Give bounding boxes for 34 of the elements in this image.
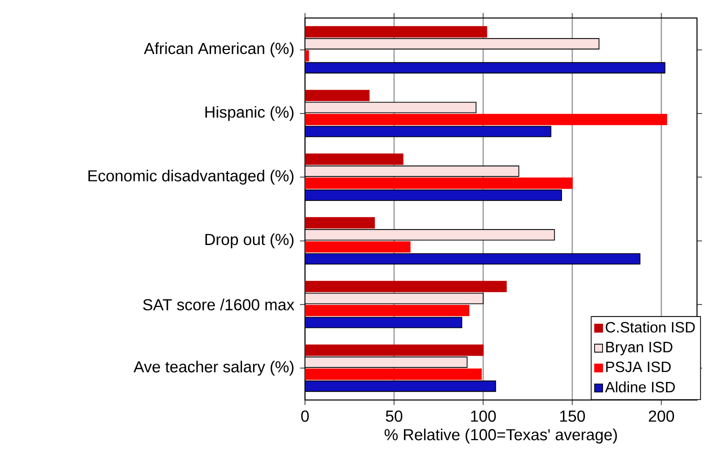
bar (304, 62, 666, 74)
bar (304, 253, 640, 264)
bar (304, 126, 552, 138)
bar (304, 280, 507, 292)
x-axis-title: % Relative (100=Texas' average) (384, 428, 617, 444)
bar (304, 316, 462, 328)
bar (304, 190, 562, 201)
legend-label: Aldine ISD (605, 381, 675, 392)
y-tick-label: Drop out (%) (205, 233, 294, 248)
x-tick-label: 200 (648, 410, 674, 422)
bar (304, 356, 468, 368)
x-tick-label: 150 (560, 410, 585, 422)
y-tick-label: Economic disadvantaged (%) (88, 170, 294, 185)
bar (304, 166, 520, 177)
x-tick-label: 50 (386, 410, 402, 422)
y-tick-label: African American (%) (144, 42, 294, 58)
bar (304, 344, 484, 356)
legend-label: PSJA ISD (606, 362, 671, 372)
bar (304, 90, 370, 102)
x-tick-label: 0 (301, 410, 309, 422)
x-tick-label: 100 (471, 410, 496, 422)
y-tick-label: SAT score /1600 max (143, 298, 294, 310)
bar (304, 380, 496, 392)
bar (304, 26, 488, 38)
bar (304, 38, 600, 50)
legend-label: C.Station ISD (606, 322, 695, 333)
bar (304, 154, 404, 165)
bar (304, 292, 484, 304)
bar (304, 102, 476, 114)
y-tick-label: Ave teacher salary (%) (134, 360, 294, 376)
bar (304, 217, 375, 228)
y-tick-label: Hispanic (%) (205, 106, 294, 121)
legend-label: Bryan ISD (606, 342, 672, 356)
bar (304, 229, 555, 240)
